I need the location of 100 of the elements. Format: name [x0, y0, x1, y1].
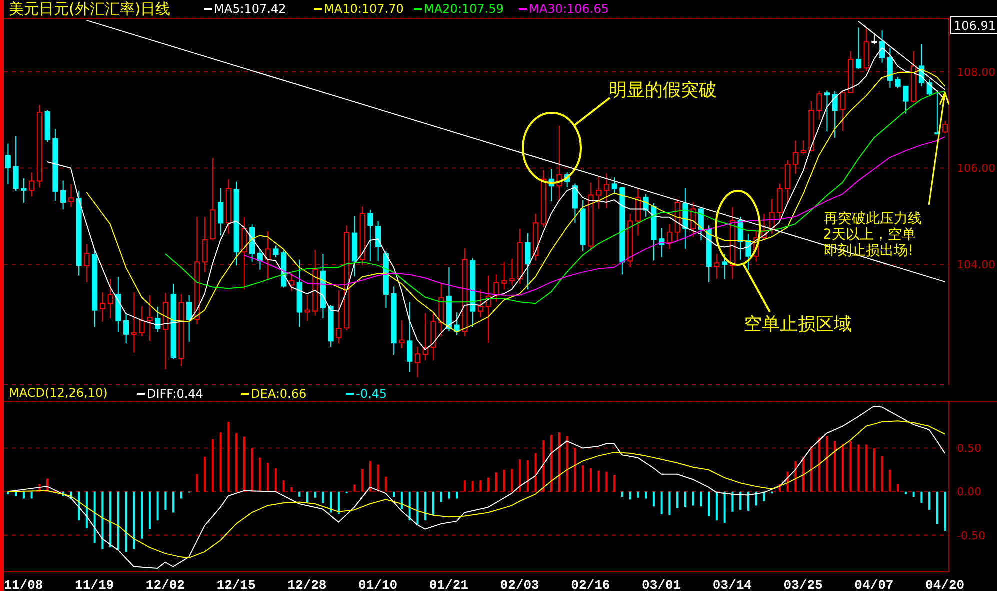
- x-tick-label: 01/21: [429, 578, 469, 591]
- candlestick: [131, 292, 137, 354]
- x-tick-label: 12/15: [216, 578, 256, 591]
- candlestick: [21, 178, 27, 204]
- bar: [456, 492, 458, 499]
- bar: [606, 472, 608, 492]
- candlestick: [722, 254, 728, 280]
- candlestick: [68, 184, 74, 208]
- candlestick: [494, 274, 500, 303]
- bar: [724, 492, 726, 524]
- candlestick: [872, 34, 878, 46]
- bar: [385, 476, 388, 492]
- bar: [495, 472, 498, 492]
- bar: [818, 438, 820, 492]
- candlestick: [800, 140, 806, 155]
- bar: [904, 492, 907, 494]
- candlestick: [792, 140, 798, 175]
- candlestick: [816, 90, 822, 120]
- candlestick: [218, 188, 224, 236]
- candlestick: [155, 306, 161, 333]
- bar: [936, 492, 938, 524]
- bar: [180, 492, 182, 499]
- bar: [850, 441, 852, 492]
- bar: [652, 492, 655, 507]
- bar: [432, 492, 434, 516]
- candlestick: [84, 243, 90, 283]
- candlestick: [407, 302, 413, 372]
- bar: [480, 480, 482, 492]
- bar: [322, 492, 324, 504]
- bar: [881, 456, 884, 492]
- bar: [637, 492, 640, 498]
- candlestick: [659, 228, 665, 258]
- candlestick: [635, 188, 641, 236]
- bar: [740, 492, 742, 510]
- candlestick: [880, 30, 886, 64]
- legend-label: MA5:107.42: [214, 2, 286, 16]
- candlestick: [840, 90, 846, 132]
- bar: [448, 492, 450, 499]
- bar: [912, 492, 915, 498]
- candlestick: [895, 76, 901, 89]
- bar: [94, 492, 96, 544]
- bar: [196, 474, 198, 492]
- bar: [590, 468, 592, 492]
- bar: [251, 448, 254, 492]
- candlestick: [698, 206, 704, 242]
- bar: [243, 436, 246, 492]
- bar: [424, 492, 427, 521]
- bar: [550, 435, 553, 492]
- bar: [148, 492, 151, 530]
- candlestick: [714, 254, 720, 280]
- bar: [464, 480, 466, 492]
- bar: [503, 470, 506, 492]
- candlestick: [666, 224, 672, 250]
- candlestick: [604, 173, 610, 209]
- chart-title: MACD(12,26,10): [9, 386, 108, 400]
- bar: [519, 460, 522, 492]
- bar: [897, 484, 900, 492]
- bar: [416, 492, 419, 525]
- bar: [858, 444, 860, 492]
- bar: [700, 492, 702, 507]
- bar: [86, 492, 88, 528]
- x-tick-label: 04/20: [926, 578, 965, 591]
- candlestick: [336, 290, 342, 344]
- bar: [582, 466, 584, 492]
- bar: [802, 456, 805, 492]
- bar: [212, 439, 214, 492]
- bar: [598, 470, 600, 492]
- bar: [708, 492, 710, 516]
- x-tick-label: 02/16: [571, 578, 610, 591]
- y-tick-label: -0.50: [957, 529, 986, 542]
- bar: [558, 432, 560, 492]
- bar: [259, 458, 262, 492]
- candlestick: [288, 273, 294, 292]
- candlestick: [5, 143, 11, 185]
- x-tick-label: 03/14: [712, 578, 752, 591]
- text: 106.91: [954, 19, 996, 33]
- candlestick: [202, 216, 208, 273]
- bar: [614, 475, 616, 492]
- bar: [732, 492, 734, 512]
- bar: [928, 492, 931, 510]
- x-tick-label: 04/07: [854, 578, 894, 591]
- legend-label: DIFF:0.44: [147, 387, 204, 401]
- x-tick-label: 03/01: [642, 578, 682, 591]
- bar: [668, 492, 671, 516]
- x-tick-label: 03/25: [784, 578, 824, 591]
- bar: [314, 492, 316, 498]
- bar: [236, 433, 238, 492]
- bar: [204, 456, 206, 492]
- x-tick-label: 01/10: [358, 578, 398, 591]
- candlestick: [414, 346, 420, 378]
- bar: [842, 444, 844, 492]
- bar: [141, 492, 144, 539]
- y-tick-label: 106.00: [957, 162, 996, 176]
- y-tick-label: 104.00: [957, 258, 996, 272]
- legend-label: MA10:107.70: [324, 2, 404, 16]
- bar: [156, 492, 159, 521]
- bar: [290, 487, 293, 492]
- bar: [125, 492, 128, 552]
- bar: [298, 492, 301, 498]
- bar: [660, 492, 663, 514]
